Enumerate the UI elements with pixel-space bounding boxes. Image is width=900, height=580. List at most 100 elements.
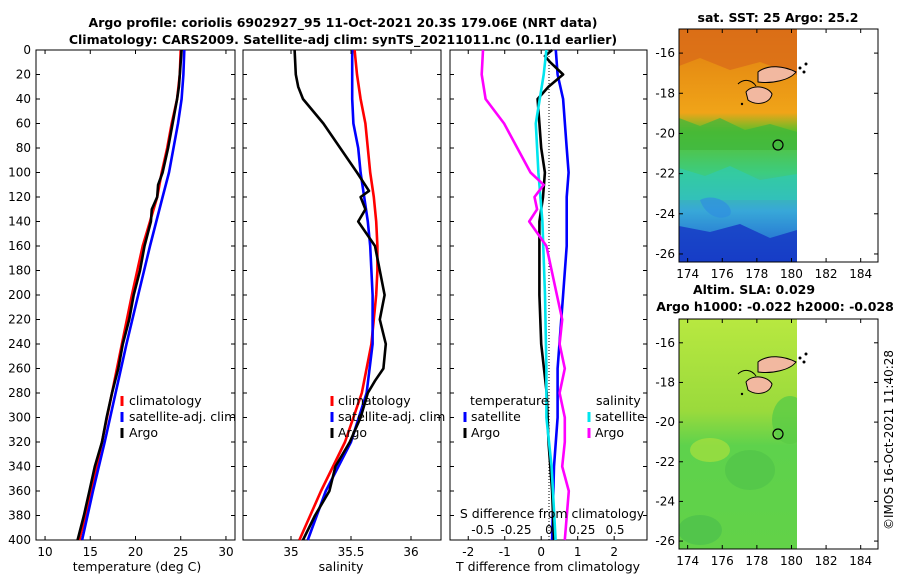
difference-series-group [480,49,571,541]
map-y-tick-label: -24 [655,494,675,508]
temperature-x-axis: 10 15 20 25 30 [37,50,234,559]
s-tick-label: -0.5 [471,523,494,537]
s-tick-label: 0.25 [569,523,596,537]
map-x-tick-label: 182 [815,267,838,281]
series-line-s-argo [480,49,571,541]
series-line-argo [293,49,388,541]
depth-tick-label: 180 [8,264,31,278]
sst-cyan-band [679,166,797,200]
sla-argo-location-marker [772,428,784,440]
x-tick-label: 2 [610,545,618,559]
difference-panel-frame [449,49,648,541]
sst-heatmap [679,29,797,262]
map-x-tick-label: 180 [780,554,803,568]
depth-tick-label: 240 [8,337,31,351]
series-line-climatology [298,49,379,541]
x-tick-label: 10 [37,545,52,559]
depth-tick-label: 380 [8,509,31,523]
sst-map-axes: 174 176 178 180 182 184 -16 -18 -20 -22 -24 -26 [655,29,878,281]
legend-label-t-argo: Argo [471,425,500,440]
salinity-legend: climatology satellite-adj. clim Argo [330,393,445,440]
x-tick-label: 25 [173,545,188,559]
x-tick-label: 1 [574,545,582,559]
sst-map-frame [678,28,879,263]
legend-label-s-argo: Argo [595,425,624,440]
depth-tick-label: 400 [8,533,31,547]
map-x-tick-label: 184 [849,267,872,281]
depth-tick-label: 300 [8,411,31,425]
sla-islands [737,352,808,396]
islet [740,102,744,106]
salinity-difference-axis: -0.5 -0.25 0 0.25 0.5 [471,523,624,537]
x-tick-label: 36 [403,545,418,559]
x-tick-label: 30 [218,545,233,559]
figure-title-line2: Climatology: CARS2009. Satellite-adj cli… [69,32,617,48]
map-y-tick-label: -26 [655,534,675,548]
s-tick-label: -0.25 [500,523,531,537]
depth-tick-label: 220 [8,313,31,327]
s-tick-label: 0.5 [605,523,624,537]
x-tick-label: 15 [83,545,98,559]
sla-eddy [725,450,775,490]
islet [802,360,806,364]
x-tick-label: -1 [499,545,511,559]
difference-x-axis: -2 -1 0 1 2 [462,50,618,559]
map-y-tick-label: -18 [655,86,675,100]
depth-tick-label: 200 [8,288,31,302]
depth-tick-label: 0 [23,43,31,57]
depth-axis: 0 20 40 60 80 100 120 140 160 180 200 220 240 260 280 3… [8,43,647,547]
islet [804,62,808,66]
sst-warm-patch [679,29,797,75]
depth-tick-label: 100 [8,166,31,180]
imos-credit: ©IMOS 16-Oct-2021 11:40:28 [882,350,896,530]
map-x-tick-label: 176 [711,267,734,281]
depth-tick-label: 360 [8,484,31,498]
s-difference-axis-label: S difference from climatology [460,506,645,521]
legend-label-climatology: climatology [129,393,202,408]
temperature-panel-frame [35,49,236,541]
salinity-series-group [293,49,388,541]
legend-title-salinity: salinity [596,393,641,408]
islet [804,352,808,356]
sla-map-title-line1: Altim. SLA: 0.029 [693,282,815,297]
depth-tick-label: 340 [8,460,31,474]
sst-map-title: sat. SST: 25 Argo: 25.2 [698,10,859,25]
depth-tick-label: 280 [8,386,31,400]
depth-tick-label: 20 [16,68,31,82]
sla-map-frame [678,318,879,550]
sst-islands [737,62,808,106]
sla-no-data-region [797,319,878,549]
coastline-west [737,79,757,87]
map-x-tick-label: 182 [815,554,838,568]
map-x-tick-label: 178 [745,267,768,281]
difference-legend: temperature salinity satellite Argo sate… [463,393,645,440]
legend-label-argo: Argo [338,425,367,440]
legend-label-satellite-adj: satellite-adj. clim [338,409,445,424]
sla-map-axes: 174 176 178 180 182 184 -16 -18 -20 -22 -24 -26 [655,319,878,568]
map-x-tick-label: 176 [711,554,734,568]
temperature-legend: climatology satellite-adj. clim Argo [120,393,236,440]
x-tick-label: 20 [128,545,143,559]
depth-tick-label: 160 [8,239,31,253]
sla-map-title-line2: Argo h1000: -0.022 h2000: -0.028 [656,299,894,314]
map-y-tick-label: -22 [655,455,675,469]
depth-tick-label: 80 [16,141,31,155]
sla-eddy [772,396,797,444]
temperature-x-label: temperature (deg C) [73,559,202,574]
sla-heatmap [679,319,797,549]
map-y-tick-label: -20 [655,126,675,140]
legend-title-temperature: temperature [470,393,549,408]
islet [798,356,802,360]
x-tick-label: 35 [283,545,298,559]
island-vanua-levu [757,356,797,373]
depth-tick-label: 140 [8,215,31,229]
map-x-tick-label: 174 [676,267,699,281]
depth-tick-label: 320 [8,435,31,449]
series-line-s-satellite [534,49,557,541]
t-difference-x-label: T difference from climatology [455,559,641,574]
map-y-tick-label: -16 [655,336,675,350]
coastline-west [737,369,757,377]
legend-label-satellite-adj: satellite-adj. clim [129,409,236,424]
sst-argo-location-marker [772,139,784,151]
